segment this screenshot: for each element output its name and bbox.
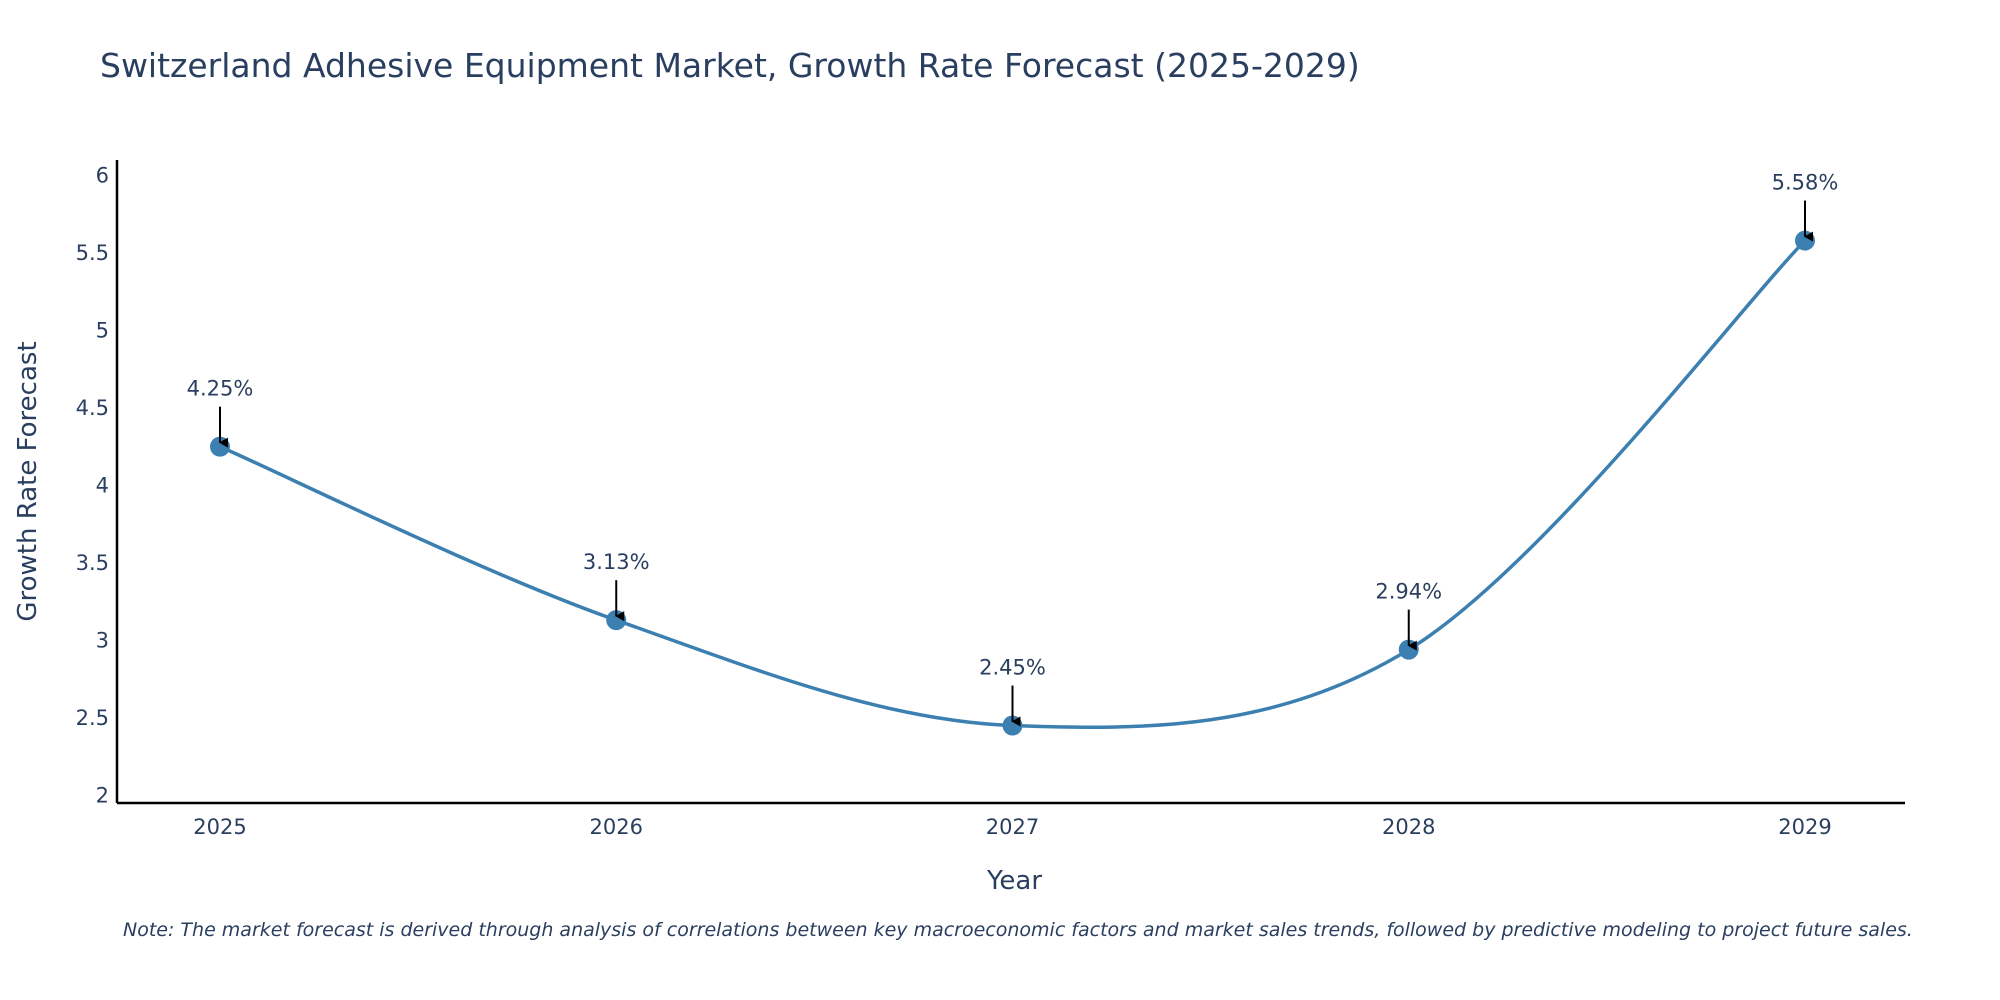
y-tick-label: 2.5 bbox=[76, 706, 109, 730]
data-label: 2.45% bbox=[979, 656, 1046, 680]
data-label: 4.25% bbox=[187, 377, 254, 401]
chart-title: Switzerland Adhesive Equipment Market, G… bbox=[100, 46, 1360, 85]
x-tick-label: 2028 bbox=[1382, 815, 1435, 839]
y-axis-title: Growth Rate Forecast bbox=[13, 341, 43, 621]
x-tick-label: 2025 bbox=[193, 815, 246, 839]
data-label: 5.58% bbox=[1772, 171, 1839, 195]
y-tick-label: 4 bbox=[96, 473, 109, 497]
series-line bbox=[219, 239, 1807, 730]
y-tick-label: 6 bbox=[96, 163, 109, 187]
y-tick-label: 2 bbox=[96, 783, 109, 807]
data-label: 3.13% bbox=[583, 550, 650, 574]
y-tick-label: 5.5 bbox=[76, 241, 109, 265]
x-tick-label: 2026 bbox=[590, 815, 643, 839]
y-tick-label: 3.5 bbox=[76, 551, 109, 575]
x-tick-label: 2027 bbox=[986, 815, 1039, 839]
y-tick-label: 5 bbox=[96, 318, 109, 342]
x-tick-label: 2029 bbox=[1778, 815, 1831, 839]
y-tick-label: 4.5 bbox=[76, 396, 109, 420]
y-tick-label: 3 bbox=[96, 628, 109, 652]
chart-note: Note: The market forecast is derived thr… bbox=[123, 919, 1913, 941]
x-axis-title: Year bbox=[986, 866, 1042, 896]
data-label: 2.94% bbox=[1375, 580, 1442, 604]
